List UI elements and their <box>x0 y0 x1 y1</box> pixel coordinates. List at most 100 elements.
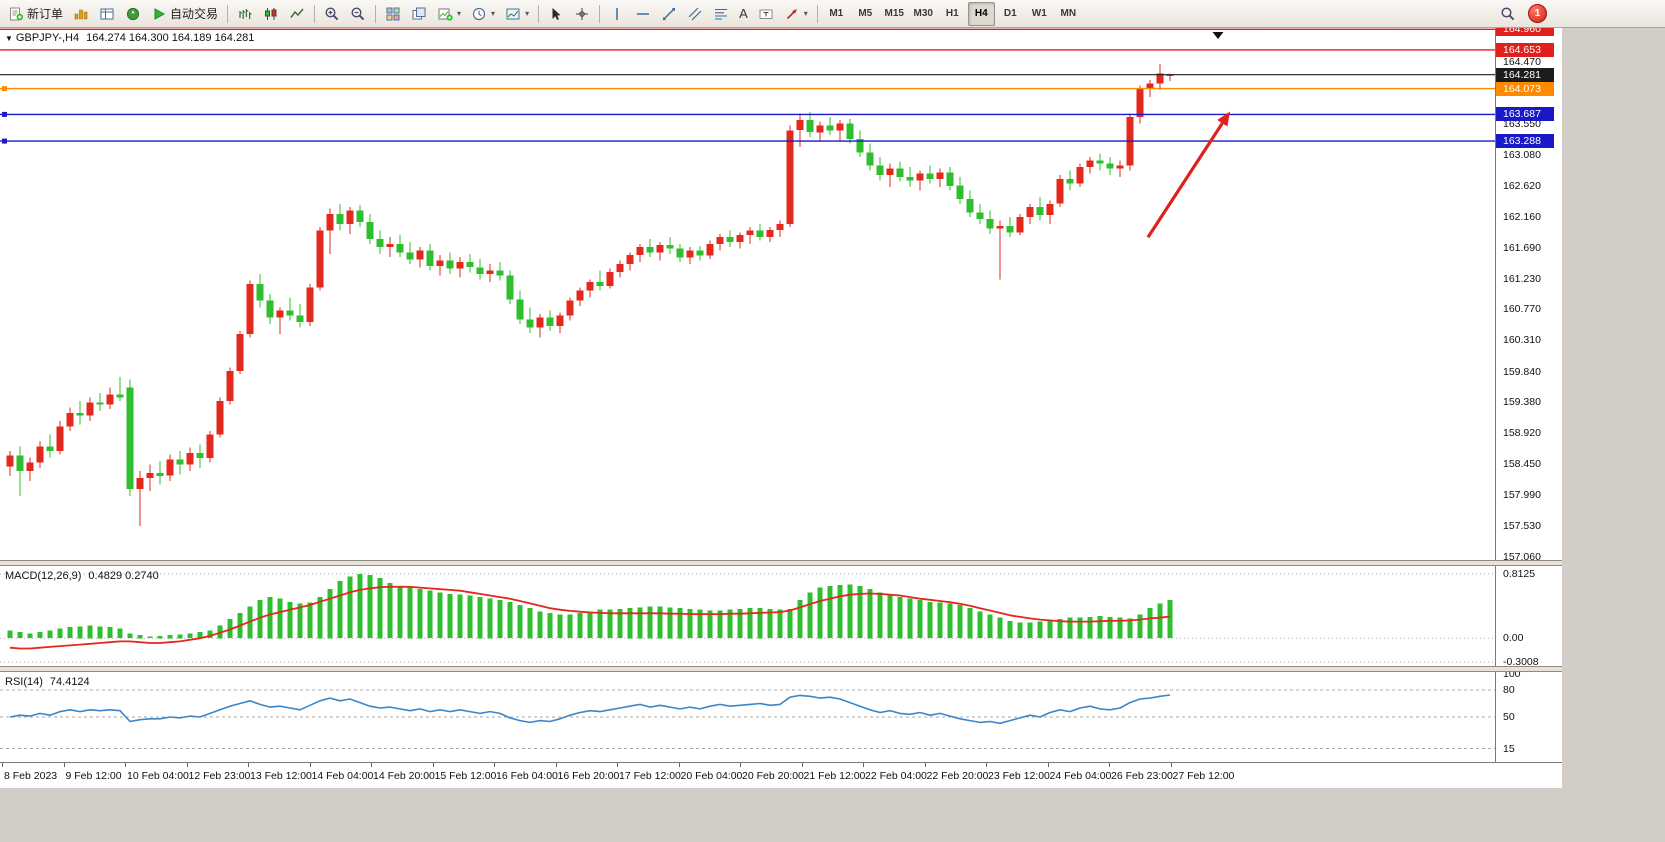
shapes-tool-button[interactable]: ▾ <box>780 2 812 26</box>
data-window-button[interactable] <box>95 2 119 26</box>
dropdown-caret-icon: ▾ <box>803 9 808 18</box>
time-tick-label: 15 Feb 12:00 <box>434 770 497 782</box>
time-axis[interactable]: 8 Feb 2023 9 Feb 12:00 10 Feb 04:00 12 Feb … <box>0 762 1562 788</box>
timeframe-button-d1[interactable]: D1 <box>1003 8 1017 19</box>
new-chart-button[interactable]: ▾ <box>433 2 465 26</box>
timeframe-button-w1[interactable]: W1 <box>1031 8 1047 19</box>
horizontal-line-tool-icon <box>635 6 651 22</box>
candlestick-chart-button[interactable] <box>259 2 283 26</box>
timeframe-button-m5[interactable]: M5 <box>858 8 873 19</box>
trendline-tool-button[interactable] <box>657 2 681 26</box>
time-tick <box>248 763 249 767</box>
notifications-badge[interactable]: 1 <box>1528 4 1547 23</box>
price-chart-panel[interactable]: ▼ GBPJPY-,H4 164.274 164.300 164.189 164.2… <box>0 28 1495 560</box>
label-tool-button[interactable] <box>754 2 778 26</box>
line-handle[interactable] <box>2 86 7 92</box>
crosshair-tool-button[interactable] <box>570 2 594 26</box>
price-tick-label: 161.230 <box>1503 272 1541 285</box>
channel-tool-button[interactable] <box>683 2 707 26</box>
macd-panel[interactable]: MACD(12,26,9) 0.4829 0.2740 <box>0 566 1495 666</box>
vertical-line-tool-button[interactable] <box>605 2 629 26</box>
macd-canvas[interactable] <box>0 566 1495 666</box>
timeframe-button-m30[interactable]: M30 <box>913 8 933 19</box>
time-tick <box>371 763 372 767</box>
rsi-canvas[interactable] <box>0 672 1495 762</box>
bar-chart-icon <box>237 6 253 22</box>
timeframe-button-h4[interactable]: H4 <box>967 1 995 26</box>
line-handle[interactable] <box>2 111 7 117</box>
toolbar-separator <box>538 4 540 23</box>
price-tick-label: 159.380 <box>1503 396 1541 409</box>
panel-separator-macd[interactable] <box>0 560 1562 566</box>
timeframe-button-mn[interactable]: MN <box>1060 8 1077 19</box>
down-arrow-marker[interactable] <box>1212 32 1224 39</box>
zoom-out-button[interactable] <box>346 2 370 26</box>
price-tick-label: 162.160 <box>1503 210 1541 223</box>
time-tick <box>863 763 864 767</box>
time-tick-label: 22 Feb 04:00 <box>865 770 927 782</box>
rsi-scale-label: 15 <box>1503 742 1515 755</box>
price-tick-label: 159.840 <box>1503 365 1541 378</box>
price-badge: 164.073 <box>1496 81 1554 96</box>
auto-trading-icon <box>151 6 167 22</box>
templates-button[interactable]: ▾ <box>501 2 533 26</box>
horizontal-line-tool-button[interactable] <box>631 2 655 26</box>
line-chart-button[interactable] <box>285 2 309 26</box>
rsi-level-lines <box>0 689 1495 749</box>
price-chart-canvas[interactable] <box>0 28 1495 560</box>
search-button[interactable] <box>1496 2 1520 26</box>
time-tick-label: 13 Feb 12:00 <box>250 770 312 782</box>
text-tool-button[interactable]: A <box>735 2 752 26</box>
new-order-button[interactable]: 新订单 <box>4 2 67 26</box>
time-tick <box>2 763 3 767</box>
navigator-button[interactable] <box>121 2 145 26</box>
line-handle[interactable] <box>2 138 7 144</box>
bar-chart-button[interactable] <box>233 2 257 26</box>
market-watch-icon <box>73 6 89 22</box>
time-tick-label: 8 Feb 2023 <box>4 770 58 782</box>
zoom-in-button[interactable] <box>320 2 344 26</box>
price-axis[interactable]: 164.470 163.550 163.080 162.620 162.160 161.6… <box>1495 28 1562 762</box>
new-order-icon <box>8 6 24 22</box>
time-tick-label: 23 Feb 12:00 <box>988 770 1050 782</box>
tile-windows-button[interactable] <box>381 2 405 26</box>
chart-periods-button[interactable]: ▾ <box>467 2 499 26</box>
price-tick-label: 160.770 <box>1503 303 1541 316</box>
cascade-windows-button[interactable] <box>407 2 431 26</box>
toolbar-separator <box>375 4 377 23</box>
time-tick <box>986 763 987 767</box>
price-badge: 163.288 <box>1496 134 1554 149</box>
label-tool-icon <box>758 6 774 22</box>
timeframe-button-h1[interactable]: H1 <box>945 8 959 19</box>
macd-histogram-layer <box>7 574 1173 639</box>
price-tick-label: 160.310 <box>1503 334 1541 347</box>
auto-trading-button[interactable]: 自动交易 <box>147 2 222 26</box>
toolbar-separator <box>816 4 818 23</box>
toolbar: 新订单 自动交易 ▾ ▾ ▾ A ▾ M1 M5 M15 M30 H1 H4 D1 W1 MN 1 <box>0 0 1665 28</box>
time-tick <box>1047 763 1049 767</box>
price-tick-label: 158.920 <box>1503 427 1541 439</box>
fibonacci-tool-button[interactable] <box>709 2 733 26</box>
timeframe-button-m15[interactable]: M15 <box>884 8 904 19</box>
workspace-background-bottom <box>0 788 1562 842</box>
rsi-panel[interactable]: RSI(14) 74.4124 <box>0 672 1495 762</box>
shapes-tool-icon <box>784 6 800 22</box>
price-tick-label: 162.620 <box>1503 179 1541 192</box>
price-tick-label: 157.990 <box>1503 489 1541 502</box>
horizontal-line[interactable] <box>0 86 1495 92</box>
timeframe-button-m1[interactable]: M1 <box>829 8 844 19</box>
time-tick <box>924 763 926 767</box>
horizontal-line[interactable] <box>0 111 1495 117</box>
horizontal-line[interactable] <box>0 138 1495 144</box>
panel-separator-rsi[interactable] <box>0 666 1562 672</box>
tile-windows-icon <box>385 6 401 22</box>
market-watch-button[interactable] <box>69 2 93 26</box>
time-tick <box>125 763 126 767</box>
trend-arrow-annotation[interactable] <box>1146 111 1230 239</box>
new-chart-icon <box>437 6 453 22</box>
workspace-background-right <box>1562 28 1665 842</box>
cursor-tool-button[interactable] <box>544 2 568 26</box>
macd-scale-label: 0.8125 <box>1503 567 1536 580</box>
toolbar-separator <box>314 4 316 23</box>
